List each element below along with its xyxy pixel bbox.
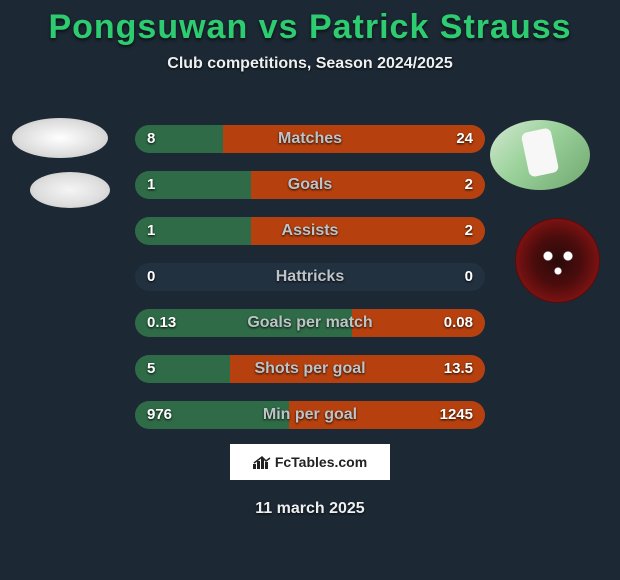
stat-row: 513.5Shots per goal [135,355,485,383]
brand-badge[interactable]: FcTables.com [230,444,390,480]
stat-label: Assists [135,217,485,245]
page-title: Pongsuwan vs Patrick Strauss [0,0,620,47]
chart-icon [253,455,271,469]
stat-label: Matches [135,125,485,153]
club-right-badge [515,218,600,303]
stat-row: 00Hattricks [135,263,485,291]
player-right-photo [490,120,590,190]
stat-row: 824Matches [135,125,485,153]
player-left-photo-1 [12,118,108,158]
stat-row: 0.130.08Goals per match [135,309,485,337]
stat-label: Shots per goal [135,355,485,383]
stats-table: 824Matches 12Goals 12Assists 00Hattricks 0.1… [135,125,485,447]
stat-row: 9761245Min per goal [135,401,485,429]
stat-label: Hattricks [135,263,485,291]
subtitle: Club competitions, Season 2024/2025 [0,55,620,73]
stat-row: 12Assists [135,217,485,245]
stat-row: 12Goals [135,171,485,199]
stat-label: Goals [135,171,485,199]
date-text: 11 march 2025 [0,500,620,518]
brand-text: FcTables.com [275,454,367,470]
player-left-photo-2 [30,172,110,208]
stat-label: Min per goal [135,401,485,429]
stat-label: Goals per match [135,309,485,337]
